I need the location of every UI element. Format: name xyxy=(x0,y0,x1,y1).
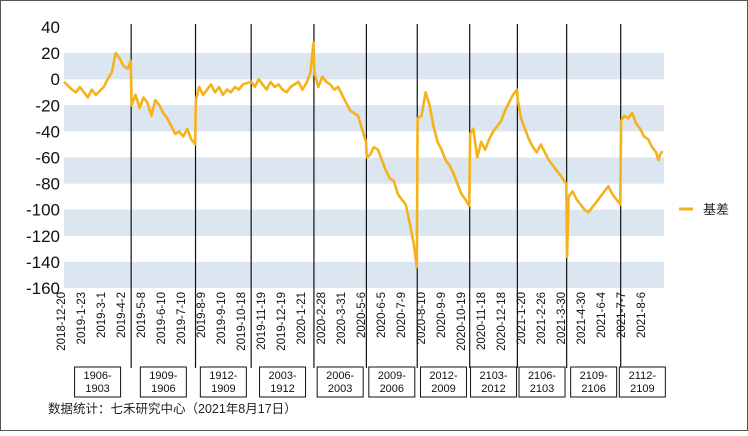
x-tick-label: 2019-10-18 xyxy=(236,292,248,351)
y-tick-label: 40 xyxy=(41,18,60,37)
y-tick-label: 0 xyxy=(51,70,60,89)
x-tick-label: 2020-3-31 xyxy=(336,292,348,344)
legend: 基差 xyxy=(679,202,729,217)
x-tick-label: 2019-4-2 xyxy=(116,292,128,338)
contract-label: 1903 xyxy=(85,383,109,395)
contract-label: 2009- xyxy=(378,370,406,382)
y-tick-label: -80 xyxy=(35,175,60,194)
x-tick-label: 2019-11-19 xyxy=(256,292,268,350)
x-tick-label: 2021-7-7 xyxy=(616,292,628,338)
x-tick-label: 2019-6-10 xyxy=(156,292,168,344)
data-source-note: 数据统计：七禾研究中心（2021年8月17日） xyxy=(48,401,297,416)
contract-label: 1909- xyxy=(149,370,177,382)
y-tick-label: 20 xyxy=(41,44,60,63)
contract-box xyxy=(470,366,518,398)
contract-box xyxy=(419,366,467,398)
x-tick-label: 2020-12-18 xyxy=(496,292,508,351)
grid-band xyxy=(64,27,664,54)
contract-label: 2106 xyxy=(581,383,605,395)
x-tick-label: 2021-1-20 xyxy=(516,292,528,344)
contract-box xyxy=(199,366,247,398)
x-tick-label: 2020-11-18 xyxy=(476,292,488,350)
y-tick-label: -20 xyxy=(35,96,60,115)
y-tick-label: -100 xyxy=(26,201,60,220)
grid-band xyxy=(64,53,664,80)
y-tick-label: -40 xyxy=(35,122,60,141)
contract-label: 2106- xyxy=(528,370,556,382)
contract-label: 2112- xyxy=(629,370,657,382)
grid-band xyxy=(64,105,664,132)
contract-label: 2006- xyxy=(326,370,354,382)
x-tick-label: 2019-9-10 xyxy=(216,292,228,344)
contract-label: 2006 xyxy=(380,383,404,395)
contract-label: 2109- xyxy=(580,370,608,382)
x-tick-label: 2018-12-20 xyxy=(56,292,68,351)
contract-label: 2103- xyxy=(479,370,507,382)
contract-box xyxy=(74,366,122,398)
x-tick-label: 2019-5-8 xyxy=(136,292,148,338)
contract-box xyxy=(259,366,307,398)
x-tick-label: 2019-3-1 xyxy=(96,292,108,338)
x-tick-label: 2019-1-23 xyxy=(76,292,88,344)
x-tick-label: 2021-2-26 xyxy=(536,292,548,344)
grid-band xyxy=(64,209,664,236)
x-tick-label: 2020-7-9 xyxy=(396,292,408,338)
contract-label: 2012 xyxy=(481,383,505,395)
contract-box xyxy=(518,366,566,398)
contract-label: 2103 xyxy=(530,383,554,395)
grid-band xyxy=(64,157,664,184)
x-tick-label: 2019-12-19 xyxy=(276,292,288,351)
contract-label: 1912- xyxy=(209,370,237,382)
x-tick-label: 2020-10-19 xyxy=(456,292,468,351)
x-tick-label: 2021-3-30 xyxy=(556,292,568,344)
contract-label: 1912 xyxy=(270,383,294,395)
contract-label: 1909 xyxy=(211,383,235,395)
x-tick-label: 2021-4-30 xyxy=(576,292,588,344)
grid-band xyxy=(64,261,664,288)
contract-box xyxy=(618,366,666,398)
contract-label: 2003- xyxy=(268,370,296,382)
contract-label: 2009 xyxy=(431,383,455,395)
y-tick-label: -120 xyxy=(26,227,60,246)
legend-label-basis: 基差 xyxy=(703,202,729,217)
contract-label: 1906 xyxy=(151,383,175,395)
x-tick-label: 2020-6-5 xyxy=(376,292,388,338)
contract-box xyxy=(316,366,364,398)
contract-label: 2003 xyxy=(328,383,352,395)
contract-box xyxy=(139,366,187,398)
contract-box xyxy=(368,366,416,398)
x-tick-label: 2021-6-4 xyxy=(596,291,608,338)
x-tick-label: 2020-8-10 xyxy=(416,292,428,344)
x-tick-label: 2019-8-9 xyxy=(196,292,208,338)
contract-label: 1906- xyxy=(84,370,112,382)
contract-box xyxy=(570,366,618,398)
y-tick-label: -60 xyxy=(35,149,60,168)
y-tick-label: -140 xyxy=(26,253,60,272)
contract-label: 2012- xyxy=(429,370,457,382)
contract-label: 2109 xyxy=(630,383,654,395)
y-tick-label: -160 xyxy=(26,279,60,298)
x-tick-label: 2020-9-9 xyxy=(436,292,448,338)
x-tick-label: 2020-2-28 xyxy=(316,292,328,344)
x-tick-label: 2020-5-6 xyxy=(356,292,368,338)
x-tick-label: 2021-8-6 xyxy=(636,292,648,338)
series-line-basis xyxy=(63,41,664,269)
x-tick-label: 2020-1-21 xyxy=(296,292,308,344)
x-tick-label: 2019-7-10 xyxy=(176,292,188,344)
